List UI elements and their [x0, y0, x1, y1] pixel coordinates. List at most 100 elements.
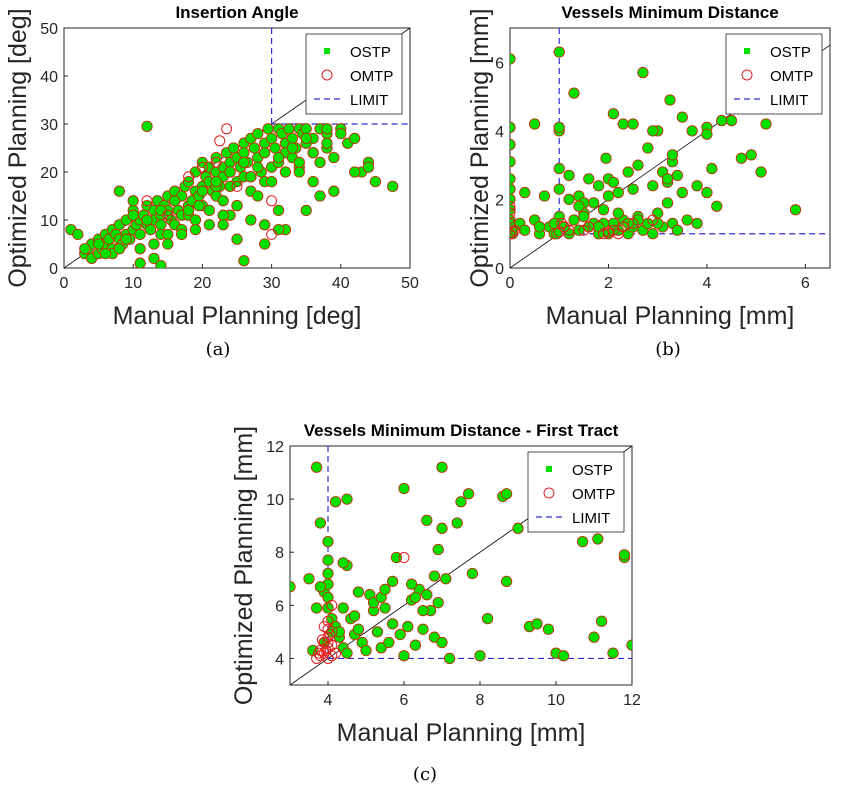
ostp-point [691, 180, 703, 192]
ostp-point [592, 533, 604, 545]
ostp-point [272, 204, 285, 217]
ostp-point [578, 210, 590, 223]
x-tick-label: 50 [401, 275, 419, 292]
omtp-point [183, 171, 195, 183]
ostp-point [134, 228, 146, 241]
ostp-point [322, 591, 334, 604]
ostp-point [612, 207, 624, 219]
ostp-point [664, 94, 676, 106]
ostp-point [238, 147, 250, 159]
ostp-point [155, 259, 167, 268]
y-axis-label: Optimized Planning [mm] [466, 8, 494, 287]
ostp-point [500, 488, 513, 500]
x-axis-label: Manual Planning [mm] [546, 302, 795, 330]
x-axis-label: Manual Planning [deg] [113, 302, 362, 330]
ostp-point [341, 647, 353, 659]
ostp-point [592, 180, 605, 192]
ostp-point [293, 156, 305, 169]
ostp-point [409, 591, 422, 604]
ostp-point [716, 114, 728, 127]
ostp-point [272, 223, 285, 236]
legend: OSTP OMTP LIMIT [527, 451, 625, 533]
omtp-point [647, 214, 659, 226]
chart-title: Vessels Minimum Distance [561, 3, 778, 22]
legend-ostp-marker [744, 48, 750, 54]
ostp-point [557, 650, 570, 662]
ostp-point [231, 199, 243, 212]
y-tick-label: 4 [495, 124, 504, 141]
ostp-point [314, 517, 327, 529]
data-layer [290, 446, 632, 685]
ostp-point [155, 204, 167, 217]
omtp-point [322, 637, 334, 649]
ostp-point [701, 128, 713, 140]
omtp-point [330, 647, 342, 659]
ostp-point [617, 118, 629, 130]
ostp-point [563, 169, 575, 182]
ostp-point [193, 199, 205, 212]
ostp-point [227, 142, 240, 154]
ostp-point [79, 243, 91, 255]
ostp-point [92, 238, 105, 250]
ostp-point [428, 570, 441, 582]
omtp-point [316, 634, 328, 646]
ostp-point [573, 200, 585, 212]
ostp-point [466, 567, 479, 580]
omtp-point [162, 209, 174, 221]
omtp-point [313, 647, 324, 659]
ostp-point [519, 186, 531, 199]
ostp-point [310, 461, 323, 473]
ostp-point [576, 535, 589, 548]
ostp-point [607, 108, 620, 120]
ostp-point [203, 219, 215, 231]
legend-omtp-marker [321, 69, 333, 81]
ostp-point [510, 173, 516, 185]
ostp-point [265, 132, 278, 145]
ostp-point [379, 583, 391, 596]
ostp-point [127, 195, 139, 207]
ostp-point [711, 200, 723, 212]
panel-caption: (c) [413, 764, 437, 785]
ostp-point [676, 186, 688, 199]
omtp-point [510, 200, 516, 212]
ostp-point [671, 169, 684, 182]
omtp-point [326, 599, 338, 611]
ostp-point [398, 482, 410, 495]
chart-a: 0 10 20 30 40 50 0 10 20 30 40 50 Insertion Angle Man… [4, 3, 419, 360]
y-tick-label: 20 [40, 165, 58, 182]
ostp-point [141, 214, 153, 226]
legend-entry: LIMIT [350, 92, 388, 109]
ostp-point [405, 578, 418, 590]
ostp-point [210, 175, 222, 188]
ostp-point [290, 581, 296, 593]
ostp-point [329, 496, 342, 508]
ostp-point [300, 123, 312, 135]
data-layer [510, 28, 830, 268]
y-tick-label: 10 [40, 213, 58, 230]
ostp-point [99, 247, 112, 260]
ostp-point [375, 642, 387, 654]
ostp-point [162, 238, 174, 250]
ostp-point [371, 626, 384, 638]
x-tick-label: 6 [801, 275, 810, 292]
ostp-point [259, 219, 271, 231]
ostp-point [162, 228, 174, 241]
y-tick-label: 40 [40, 69, 58, 86]
ostp-point [451, 517, 463, 529]
ostp-point [417, 623, 429, 635]
panel-caption: (b) [655, 339, 681, 360]
ostp-point [512, 522, 524, 534]
data-layer [64, 28, 410, 268]
ostp-point [307, 147, 319, 159]
ostp-point [175, 228, 188, 241]
legend-ostp-marker [546, 466, 552, 472]
ostp-point [563, 193, 575, 206]
ostp-point [265, 175, 278, 188]
ostp-point [553, 183, 565, 195]
x-tick-label: 20 [194, 275, 212, 292]
ostp-point [383, 636, 395, 649]
ostp-point [269, 142, 281, 154]
ostp-point [671, 224, 684, 236]
ostp-point [443, 652, 456, 665]
omtp-point [318, 621, 330, 633]
